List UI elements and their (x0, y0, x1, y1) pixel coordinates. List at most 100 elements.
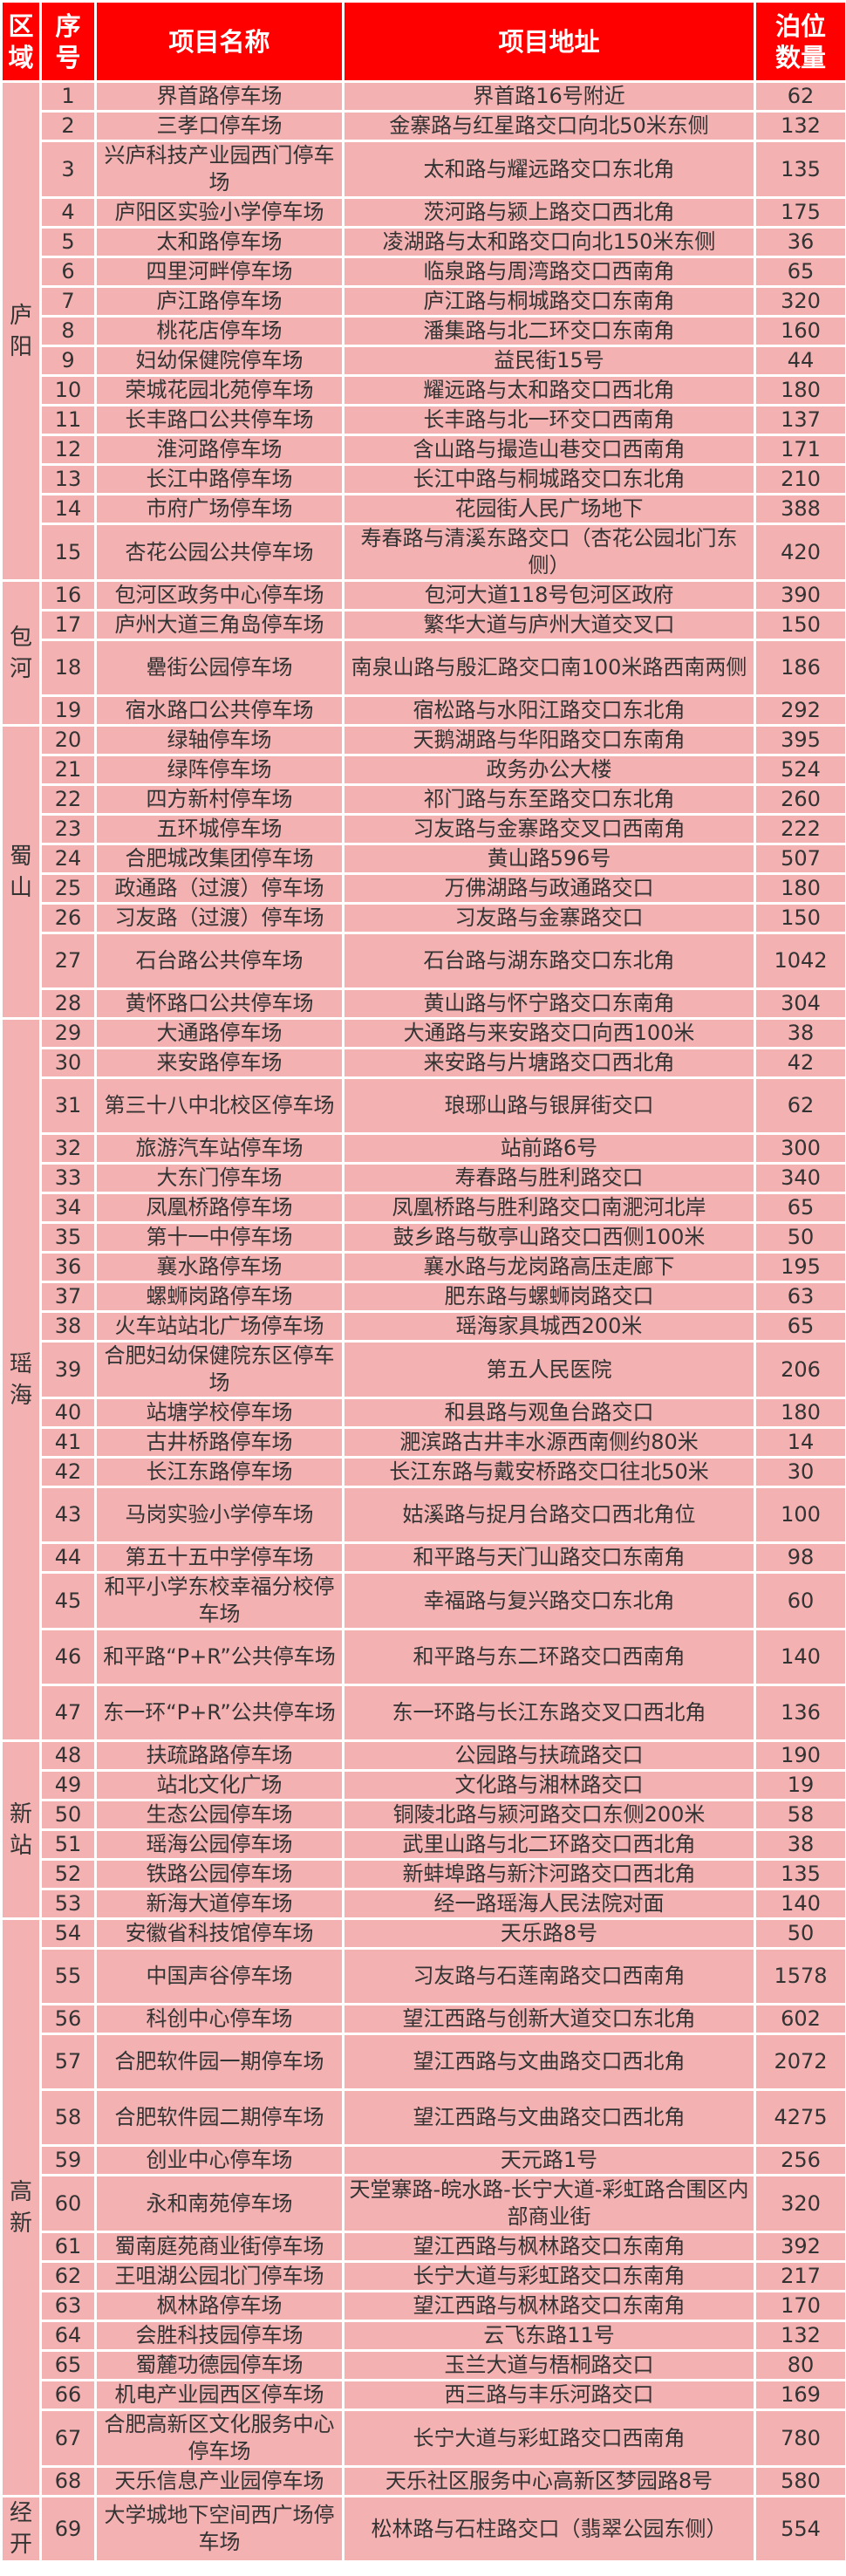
spaces-cell: 602 (754, 2003, 846, 2035)
table-row: 50 生态公园停车场 铜陵北路与颍河路交口东侧200米 58 (2, 1799, 846, 1831)
spaces-cell: 50 (754, 1917, 846, 1950)
header-name: 项目名称 (94, 0, 345, 83)
seq-cell: 13 (39, 463, 97, 495)
table-body: 庐阳 1 界首路停车场 界首路16号附近 62 2 三孝口停车场 金寨路与红星路交口向北50米… (0, 80, 846, 2563)
seq-cell: 61 (39, 2231, 97, 2263)
table-row: 7 庐江路停车场 庐江路与桐城路交口东南角 320 (2, 285, 846, 318)
address-cell: 潘集路与北二环交口东南角 (342, 315, 756, 347)
table-row: 高新 54 安徽省科技馆停车场 天乐路8号 50 (0, 1917, 846, 2497)
spaces-cell: 300 (754, 1132, 846, 1165)
address-cell: 长江中路与桐城路交口东北角 (342, 463, 756, 495)
spaces-cell: 507 (754, 843, 846, 875)
name-cell: 扶疏路路停车场 (94, 1739, 345, 1772)
address-cell: 松林路与石柱路交口（翡翠公园东侧） (342, 2495, 756, 2563)
table-row: 10 荣城花园北苑停车场 耀远路与太和路交口西北角 180 (2, 374, 846, 407)
table-row: 30 来安路停车场 来安路与片塘路交口西北角 42 (2, 1047, 846, 1079)
seq-cell: 31 (39, 1076, 97, 1135)
spaces-cell: 14 (754, 1426, 846, 1459)
spaces-cell: 60 (754, 1571, 846, 1630)
table-row: 64 会胜科技园停车场 云飞东路11号 132 (2, 2320, 846, 2352)
table-row: 6 四里河畔停车场 临泉路与周湾路交口西南角 65 (2, 256, 846, 288)
spaces-cell: 340 (754, 1162, 846, 1194)
table-row: 33 大东门停车场 寿春路与胜利路交口 340 (2, 1162, 846, 1194)
address-cell: 和县路与观鱼台路交口 (342, 1397, 756, 1429)
address-cell: 西三路与丰乐河路交口 (342, 2379, 756, 2411)
spaces-cell: 180 (754, 374, 846, 407)
seq-cell: 27 (39, 932, 97, 990)
spaces-cell: 42 (754, 1047, 846, 1079)
address-cell: 新蚌埠路与新汴河路交口西北角 (342, 1858, 756, 1890)
name-cell: 新海大道停车场 (94, 1888, 345, 1920)
seq-cell: 25 (39, 872, 97, 905)
region-cell: 高新 (0, 1917, 42, 2497)
seq-cell: 8 (39, 315, 97, 347)
seq-cell: 45 (39, 1571, 97, 1630)
seq-cell: 59 (39, 2144, 97, 2176)
seq-cell: 64 (39, 2320, 97, 2352)
address-cell: 祁门路与东至路交口东北角 (342, 783, 756, 816)
spaces-cell: 390 (754, 579, 846, 612)
name-cell: 妇幼保健院停车场 (94, 345, 345, 377)
table-row: 51 瑶海公园停车场 武里山路与北二环路交口西北角 38 (2, 1828, 846, 1861)
address-cell: 金寨路与红星路交口向北50米东侧 (342, 110, 756, 142)
header-spaces: 泊位数量 (754, 0, 846, 83)
seq-cell: 46 (39, 1628, 97, 1686)
address-cell: 襄水路与龙岗路高压走廊下 (342, 1251, 756, 1283)
name-cell: 政通路（过渡）停车场 (94, 872, 345, 905)
spaces-cell: 2072 (754, 2033, 846, 2091)
address-cell: 临泉路与周湾路交口西南角 (342, 256, 756, 288)
seq-cell: 50 (39, 1799, 97, 1831)
seq-cell: 39 (39, 1340, 97, 1399)
seq-cell: 52 (39, 1858, 97, 1890)
spaces-cell: 132 (754, 110, 846, 142)
spaces-cell: 4275 (754, 2088, 846, 2147)
name-cell: 蜀麓功德园停车场 (94, 2349, 345, 2381)
seq-cell: 36 (39, 1251, 97, 1283)
seq-cell: 30 (39, 1047, 97, 1079)
address-cell: 大通路与来安路交口向西100米 (342, 1017, 756, 1049)
table-row: 45 和平小学东校幸福分校停车场 幸福路与复兴路交口东北角 60 (2, 1571, 846, 1630)
spaces-cell: 100 (754, 1486, 846, 1544)
table-row: 58 合肥软件园二期停车场 望江西路与文曲路交口西北角 4275 (2, 2088, 846, 2147)
table-row: 38 火车站站北广场停车场 瑶海家具城西200米 65 (2, 1310, 846, 1343)
address-cell: 天鹅湖路与华阳路交口东南角 (342, 724, 756, 756)
name-cell: 长江中路停车场 (94, 463, 345, 495)
seq-cell: 43 (39, 1486, 97, 1544)
table-row: 19 宿水路口公共停车场 宿松路与水阳江路交口东北角 292 (2, 694, 846, 727)
header-address: 项目地址 (342, 0, 756, 83)
spaces-cell: 186 (754, 639, 846, 697)
table-row: 49 站北文化广场 文化路与湘林路交口 19 (2, 1769, 846, 1801)
table-row: 44 第五十五中学停车场 和平路与天门山路交口东南角 98 (2, 1541, 846, 1574)
seq-cell: 63 (39, 2290, 97, 2322)
table-row: 36 襄水路停车场 襄水路与龙岗路高压走廊下 195 (2, 1251, 846, 1283)
table-row: 9 妇幼保健院停车场 益民街15号 44 (2, 345, 846, 377)
table-row: 53 新海大道停车场 经一路瑶海人民法院对面 140 (2, 1888, 846, 1920)
table-row: 2 三孝口停车场 金寨路与红星路交口向北50米东侧 132 (2, 110, 846, 142)
name-cell: 永和南苑停车场 (94, 2174, 345, 2233)
table-row: 包河 16 包河区政务中心停车场 包河大道118号包河区政府 390 (0, 579, 846, 727)
name-cell: 杏花公园公共停车场 (94, 523, 345, 582)
spaces-cell: 30 (754, 1456, 846, 1488)
name-cell: 东一环“P+R”公共停车场 (94, 1684, 345, 1742)
seq-cell: 58 (39, 2088, 97, 2147)
name-cell: 襄水路停车场 (94, 1251, 345, 1283)
table-row: 56 科创中心停车场 望江西路与创新大道交口东北角 602 (2, 2003, 846, 2035)
address-cell: 石台路与湖东路交口东北角 (342, 932, 756, 990)
spaces-cell: 160 (754, 315, 846, 347)
seq-cell: 65 (39, 2349, 97, 2381)
seq-cell: 60 (39, 2174, 97, 2233)
table-row: 34 凤凰桥路停车场 凤凰桥路与胜利路交口南淝河北岸 65 (2, 1192, 846, 1224)
table-row: 新站 48 扶疏路路停车场 公园路与扶疏路交口 190 (0, 1739, 846, 1920)
address-cell: 含山路与撮造山巷交口西南角 (342, 434, 756, 466)
seq-cell: 41 (39, 1426, 97, 1459)
address-cell: 习友路与金寨路交叉口西南角 (342, 813, 756, 845)
seq-cell: 23 (39, 813, 97, 845)
seq-cell: 67 (39, 2409, 97, 2468)
address-cell: 耀远路与太和路交口西北角 (342, 374, 756, 407)
spaces-cell: 150 (754, 902, 846, 934)
address-cell: 黄山路596号 (342, 843, 756, 875)
spaces-cell: 206 (754, 1340, 846, 1399)
region-cell: 庐阳 (0, 80, 42, 582)
seq-cell: 17 (39, 609, 97, 641)
address-cell: 南泉山路与殷汇路交口南100米路西南两侧 (342, 639, 756, 697)
